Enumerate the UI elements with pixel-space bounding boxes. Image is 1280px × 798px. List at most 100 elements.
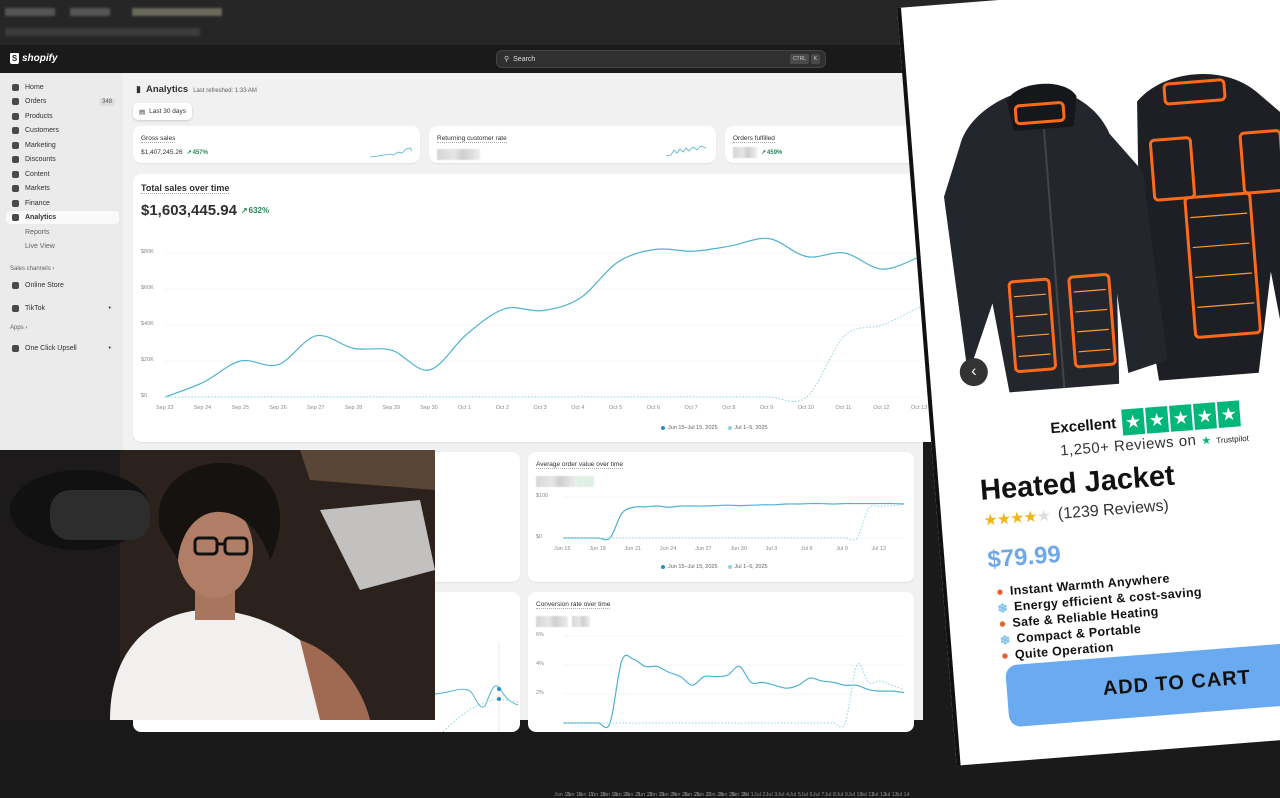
chart-title: Conversion rate over time xyxy=(536,601,611,609)
redacted-value xyxy=(536,616,568,627)
blurred-bookmarks xyxy=(5,28,200,36)
sidebar-item-customers[interactable]: Customers xyxy=(6,124,119,137)
nav-label: Discounts xyxy=(25,156,56,163)
x-tick-label: Oct 11 xyxy=(835,405,852,411)
sidebar-item-finance[interactable]: Finance xyxy=(6,197,119,210)
legend-item[interactable]: Jun 15–Jul 15, 2025 xyxy=(661,425,718,431)
sidebar-item-live-view[interactable]: Live View xyxy=(6,240,119,253)
sidebar-item-online-store[interactable]: Online Store xyxy=(6,279,119,292)
primary-series-line xyxy=(563,654,905,729)
legend-item[interactable]: Jul 1–5, 2025 xyxy=(727,564,768,570)
redacted-change xyxy=(576,476,594,487)
metric-change: 459% xyxy=(767,149,783,156)
sidebar-item-reports[interactable]: Reports xyxy=(6,226,119,239)
x-tick-label: Jun 15 xyxy=(554,546,571,552)
target-icon xyxy=(12,142,19,149)
shopify-bag-icon: S xyxy=(10,53,19,64)
nav-label: Markets xyxy=(25,185,50,192)
sidebar-item-orders[interactable]: Orders 348 xyxy=(6,95,119,108)
metric-card-returning-customer-rate[interactable]: Returning customer rate xyxy=(429,126,716,163)
blurred-tab[interactable] xyxy=(5,8,55,16)
x-tick-label: Sep 23 xyxy=(156,405,174,411)
search-input[interactable]: ⚲ Search CTRL K xyxy=(496,50,826,68)
feature-list: ● Instant Warmth Anywhere ❄ Energy efficie… xyxy=(995,568,1206,664)
sidebar-item-content[interactable]: Content xyxy=(6,168,119,181)
nav-label: Reports xyxy=(25,229,50,236)
sidebar-item-tiktok[interactable]: TikTok • xyxy=(6,302,119,315)
x-tick-label: Jul 3 xyxy=(765,792,778,798)
fire-icon: ● xyxy=(1000,648,1010,663)
total-sales-chart xyxy=(164,237,921,402)
blurred-tab[interactable] xyxy=(132,8,222,16)
glasses xyxy=(193,536,249,556)
x-tick-label: Oct 12 xyxy=(873,405,890,411)
heated-jacket-image xyxy=(943,74,1280,393)
redacted-value xyxy=(536,476,576,487)
x-tick-label: Jun 18 xyxy=(589,546,606,552)
x-tick-label: Jul 4 xyxy=(777,792,790,798)
sidebar-item-products[interactable]: Products xyxy=(6,110,119,123)
partial-chart xyxy=(433,642,519,732)
y-tick-label: $0 xyxy=(141,393,148,399)
date-range-button[interactable]: ▤ Last 30 days xyxy=(133,103,193,120)
snowflake-icon: ❄ xyxy=(996,600,1009,616)
metric-label: Gross sales xyxy=(141,135,176,143)
blurred-tab[interactable] xyxy=(70,8,110,16)
product-card-overlay: ‹ Excellent ★ ★ ★ ★ ★ 1,250+ Reviews on ★ Tru… xyxy=(897,0,1280,766)
sales-channels-heading[interactable]: Sales channels › xyxy=(10,266,55,272)
bank-icon xyxy=(12,200,19,207)
y-tick-label: $100 xyxy=(536,493,549,499)
apps-heading[interactable]: Apps › xyxy=(10,325,28,331)
home-icon xyxy=(12,84,19,91)
sidebar-item-discounts[interactable]: Discounts xyxy=(6,153,119,166)
legend-item[interactable]: Jun 15–Jul 15, 2025 xyxy=(661,564,718,570)
x-tick-label: Oct 5 xyxy=(609,405,623,411)
x-tick-label: Jul 7 xyxy=(812,792,825,798)
orders-count-badge: 348 xyxy=(98,97,115,106)
x-tick-label: Jul 8 xyxy=(824,792,837,798)
pin-dot-icon: • xyxy=(108,305,111,312)
x-tick-label: Jul 6 xyxy=(800,546,813,552)
analytics-icon: ▮ xyxy=(136,84,141,94)
redacted-change xyxy=(572,616,590,627)
metric-value: $1,407,245.26 xyxy=(141,149,183,156)
nav-label: One Click Upsell xyxy=(25,345,77,352)
y-tick-label: 2% xyxy=(536,690,544,696)
x-tick-label: Oct 13 xyxy=(911,405,928,411)
legend-item[interactable]: Jul 1–5, 2025 xyxy=(727,425,768,431)
sidebar-item-markets[interactable]: Markets xyxy=(6,182,119,195)
x-tick-label: Jul 3 xyxy=(765,546,778,552)
x-tick-label: Oct 7 xyxy=(684,405,698,411)
sidebar-item-one-click-upsell[interactable]: One Click Upsell • xyxy=(6,342,119,355)
snowflake-icon: ❄ xyxy=(999,632,1012,648)
hair xyxy=(158,462,280,560)
sidebar-item-marketing[interactable]: Marketing xyxy=(6,139,119,152)
shortcut-ctrl: CTRL xyxy=(789,54,809,64)
streamer-video xyxy=(0,450,435,720)
metric-card-orders-fulfilled[interactable]: Orders fulfilled ↗ 459% xyxy=(725,126,925,163)
nav-label: Home xyxy=(25,84,44,91)
shortcut-k: K xyxy=(810,54,820,64)
sidebar-item-home[interactable]: Home xyxy=(6,81,119,94)
product-review-count[interactable]: (1239 Reviews) xyxy=(1057,497,1170,523)
nav-label: Marketing xyxy=(25,142,56,149)
trend-up-icon: ↗ xyxy=(186,150,192,156)
trend-up-icon: ↗ xyxy=(240,206,248,215)
section-label: Sales channels xyxy=(10,266,51,272)
discount-icon xyxy=(12,156,19,163)
x-tick-label: Oct 1 xyxy=(458,405,472,411)
x-tick-label: Jul 6 xyxy=(800,792,813,798)
product-price: $79.99 xyxy=(986,540,1062,574)
trustpilot-rating-word: Excellent xyxy=(1049,414,1117,437)
metric-card-gross-sales[interactable]: Gross sales $1,407,245.26 ↗ 457% xyxy=(133,126,420,163)
sidebar-item-analytics[interactable]: Analytics xyxy=(6,211,119,224)
content-icon xyxy=(12,171,19,178)
x-tick-label: Sep 24 xyxy=(193,405,212,411)
chart-title: Total sales over time xyxy=(141,183,230,194)
x-tick-label: Oct 8 xyxy=(722,405,736,411)
x-tick-label: Jul 2 xyxy=(753,792,766,798)
globe-icon xyxy=(12,185,19,192)
x-tick-label: Oct 9 xyxy=(760,405,774,411)
total-sales-change: 632% xyxy=(248,206,270,215)
